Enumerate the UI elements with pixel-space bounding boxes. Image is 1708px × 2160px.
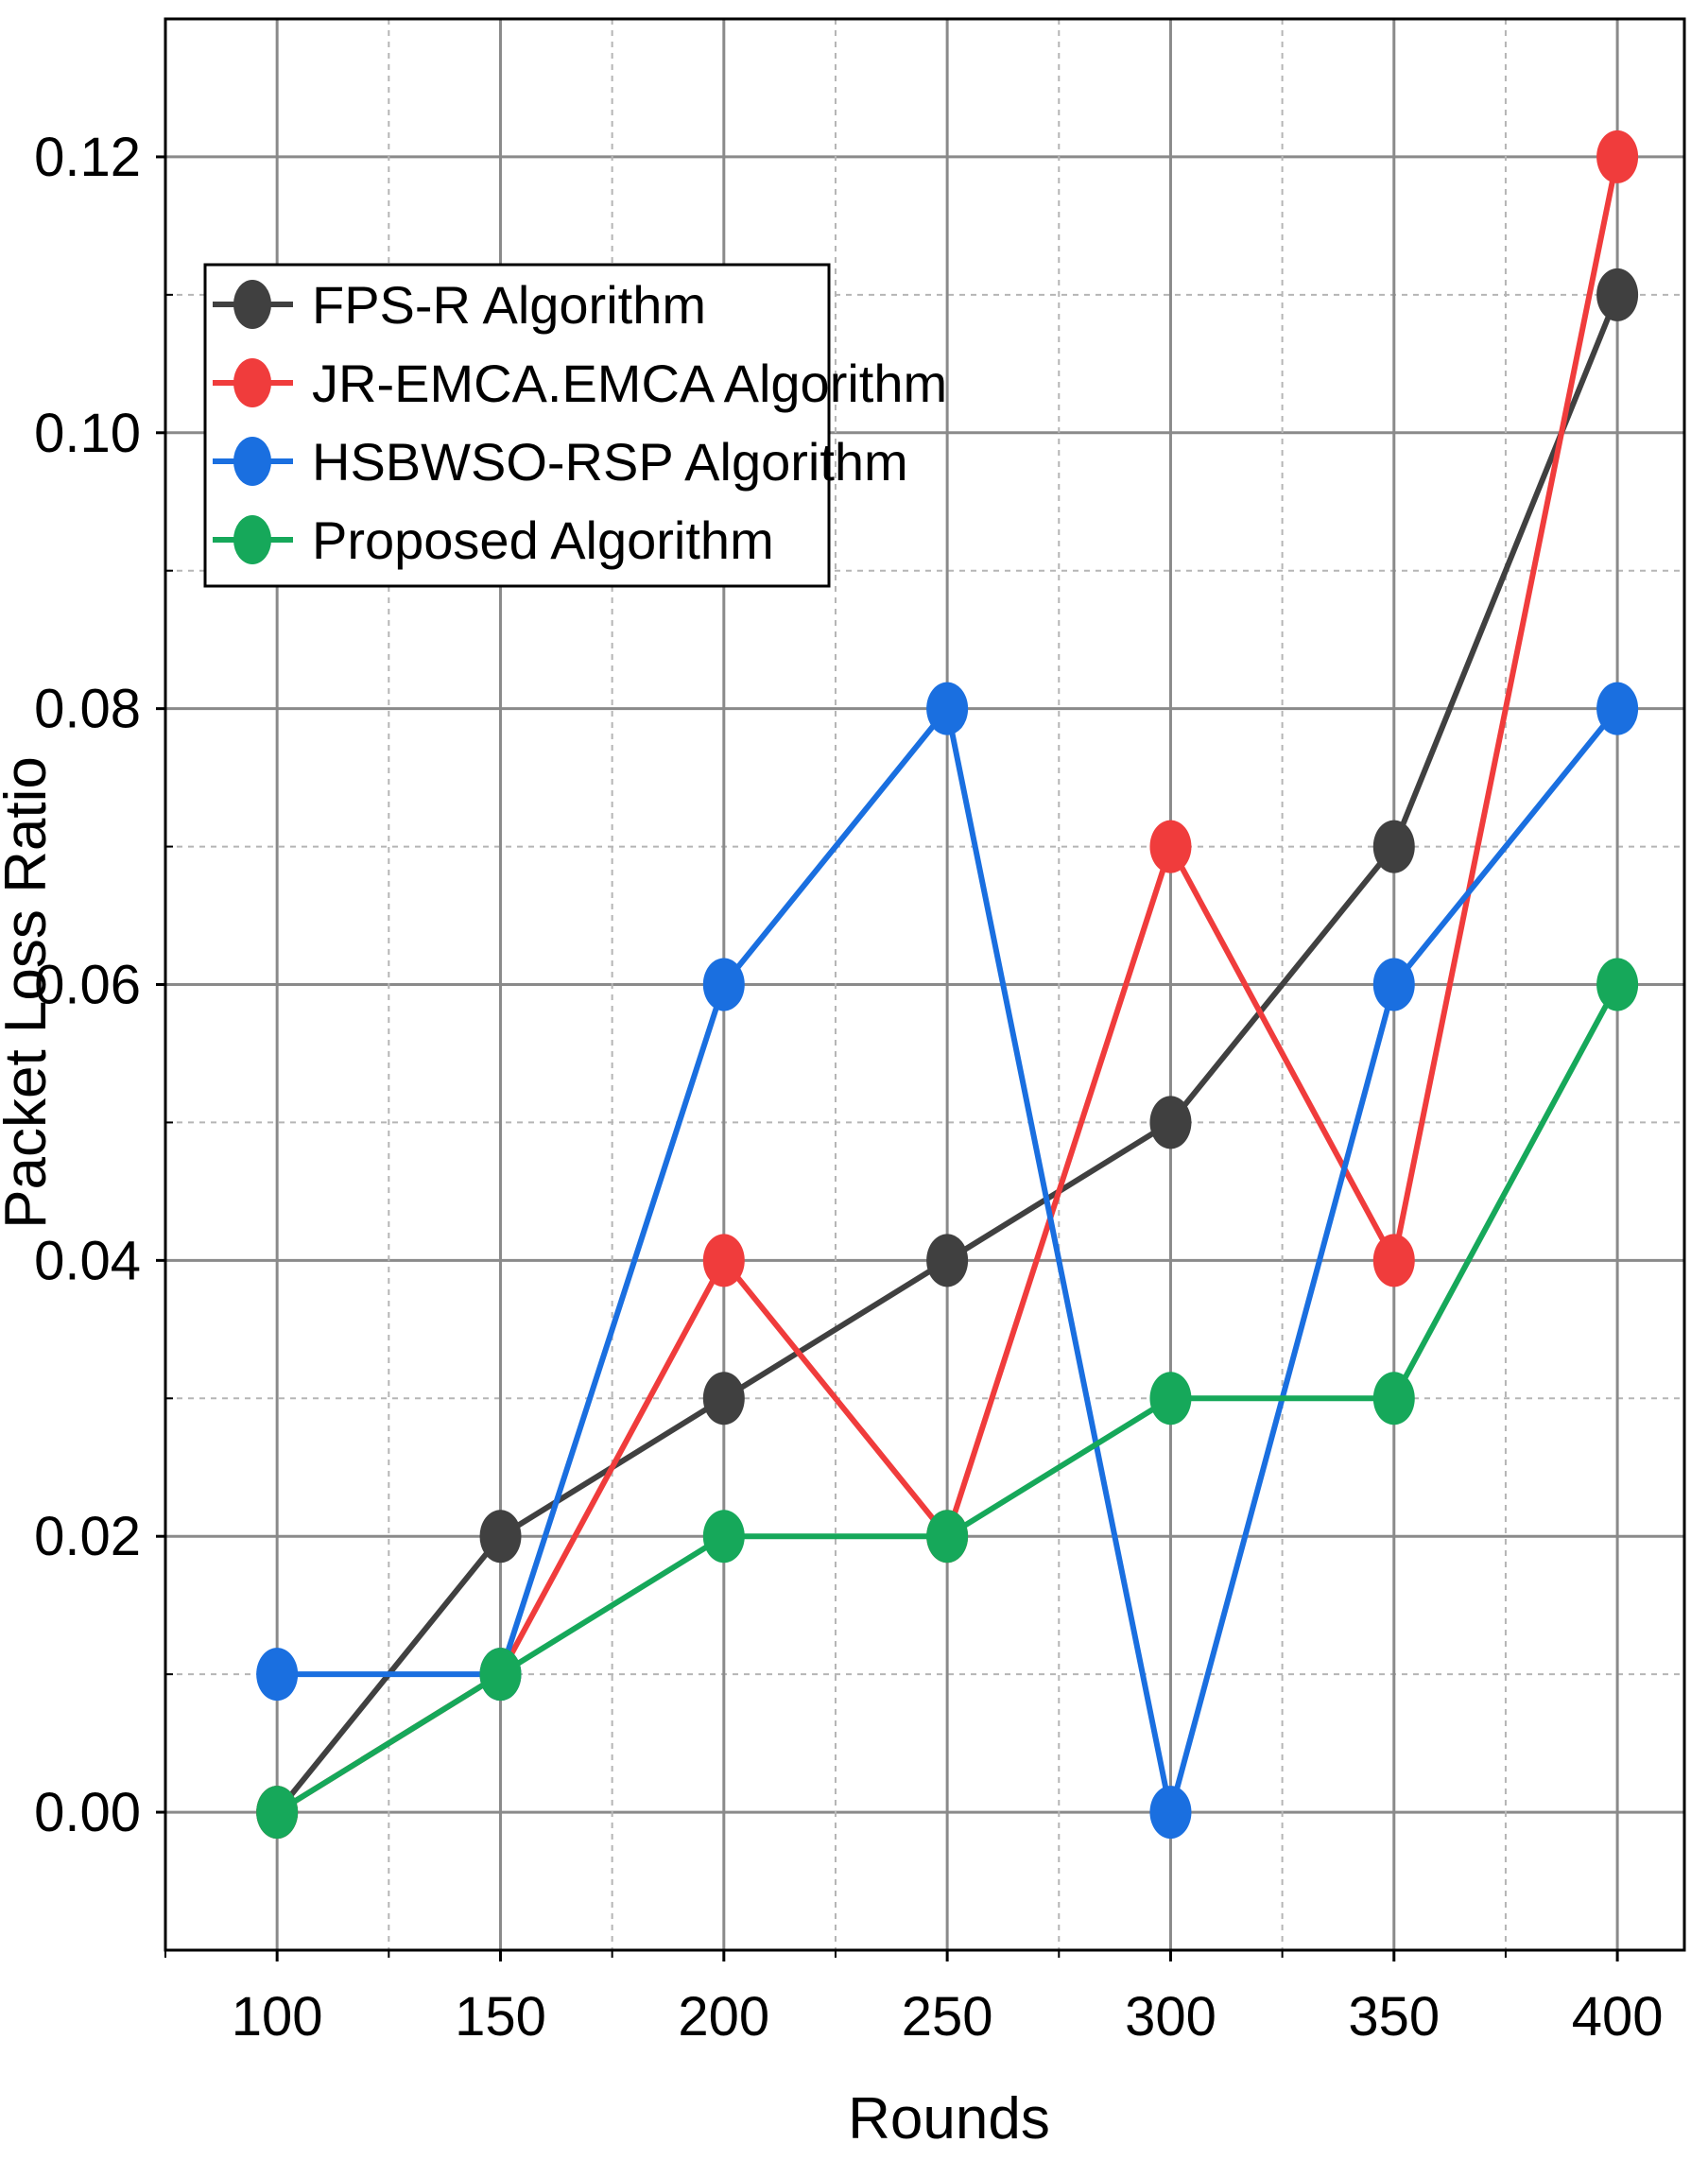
legend-entry: HSBWSO-RSP Algorithm	[213, 432, 908, 492]
data-point	[926, 682, 969, 735]
data-point	[1149, 1786, 1192, 1840]
series-4	[256, 958, 1639, 1840]
data-point	[256, 1786, 299, 1840]
data-point	[926, 1510, 969, 1564]
data-point	[1372, 1234, 1415, 1287]
y-tick-label: 0.10	[34, 403, 141, 464]
legend-marker	[233, 358, 271, 407]
legend-label: JR-EMCA.EMCA Algorithm	[312, 354, 947, 413]
legend-entry: JR-EMCA.EMCA Algorithm	[213, 354, 947, 413]
data-point	[1596, 130, 1639, 183]
y-axis-title: Packet Loss Ratio	[0, 756, 59, 1229]
legend: FPS-R Algorithm JR-EMCA.EMCA Algorithm HSB…	[203, 263, 947, 588]
series-lines	[256, 130, 1639, 1840]
data-point	[702, 1372, 745, 1426]
y-tick-label: 0.06	[34, 955, 141, 1016]
y-tick-label: 0.12	[34, 127, 141, 188]
data-point	[1149, 820, 1192, 873]
data-point	[1372, 1372, 1415, 1426]
x-axis-title: Rounds	[848, 2086, 1050, 2151]
x-tick-label: 300	[1125, 1986, 1216, 2048]
axes: 0.00 0.02 0.04 0.06 0.08 0.10 0.12 100 150 200 250…	[34, 127, 1663, 2048]
x-tick-label: 150	[455, 1986, 546, 2048]
data-point	[1596, 268, 1639, 321]
legend-entry: FPS-R Algorithm	[213, 275, 706, 335]
x-tick-label: 200	[678, 1986, 769, 2048]
data-point	[1149, 1096, 1192, 1149]
legend-label: HSBWSO-RSP Algorithm	[312, 432, 908, 492]
data-point	[1596, 958, 1639, 1011]
legend-label: FPS-R Algorithm	[312, 275, 706, 335]
y-tick-label: 0.00	[34, 1782, 141, 1843]
x-tick-label: 250	[902, 1986, 993, 2048]
data-point	[1149, 1372, 1192, 1426]
data-point	[479, 1510, 522, 1564]
y-tick-label: 0.02	[34, 1506, 141, 1567]
x-tick-label: 400	[1572, 1986, 1664, 2048]
data-point	[1372, 958, 1415, 1011]
legend-marker	[233, 437, 271, 486]
y-tick-label: 0.08	[34, 679, 141, 740]
data-point	[702, 1234, 745, 1287]
data-point	[702, 958, 745, 1011]
data-point	[926, 1234, 969, 1287]
legend-label: Proposed Algorithm	[312, 510, 774, 570]
data-point	[479, 1648, 522, 1702]
data-point	[256, 1648, 299, 1702]
legend-entry: Proposed Algorithm	[213, 510, 774, 570]
data-point	[1596, 682, 1639, 735]
x-tick-label: 100	[232, 1986, 323, 2048]
data-point	[702, 1510, 745, 1564]
legend-marker	[233, 515, 271, 564]
legend-marker	[233, 280, 271, 329]
legend-box	[203, 263, 831, 588]
x-tick-label: 350	[1348, 1986, 1440, 2048]
data-point	[1372, 820, 1415, 873]
y-tick-label: 0.04	[34, 1230, 141, 1291]
